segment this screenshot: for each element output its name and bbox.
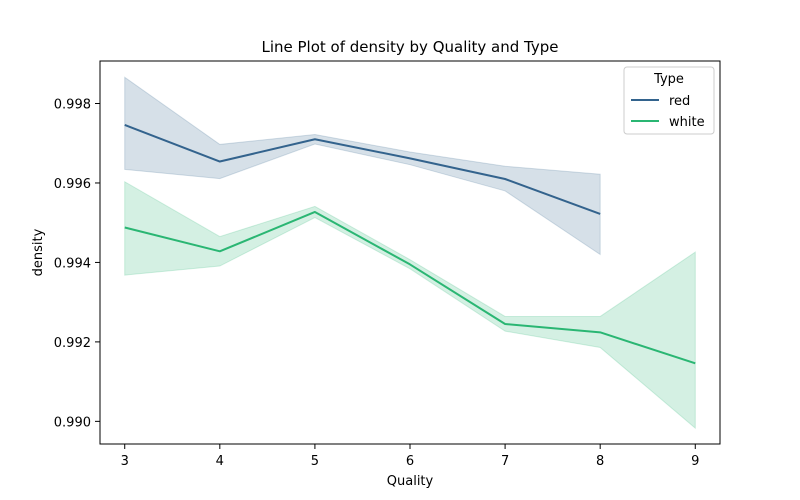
x-tick-label: 9 xyxy=(691,454,699,469)
x-tick-label: 8 xyxy=(596,454,604,469)
y-axis-label: density xyxy=(31,228,46,276)
legend-title: Type xyxy=(653,72,684,87)
y-axis-ticks: 0.990 0.992 0.994 0.996 0.998 xyxy=(54,98,100,430)
chart-title: Line Plot of density by Quality and Type xyxy=(261,38,558,56)
legend: Type red white xyxy=(623,66,715,135)
x-axis-ticks: 3 4 5 6 7 8 9 xyxy=(121,444,699,469)
ci-band-red xyxy=(124,76,601,256)
y-tick-label: 0.996 xyxy=(54,177,91,192)
y-tick-label: 0.994 xyxy=(54,256,91,271)
legend-box xyxy=(623,66,715,135)
x-tick-label: 4 xyxy=(216,454,224,469)
confidence-bands xyxy=(124,76,696,430)
legend-label-white: white xyxy=(669,115,705,130)
x-tick-label: 3 xyxy=(121,454,129,469)
ci-band-white xyxy=(124,180,696,430)
legend-label-red: red xyxy=(669,94,690,109)
x-tick-label: 7 xyxy=(501,454,509,469)
x-tick-label: 5 xyxy=(311,454,319,469)
series-lines xyxy=(124,124,696,365)
y-tick-label: 0.992 xyxy=(54,336,91,351)
x-axis-label: Quality xyxy=(387,474,434,489)
legend-items: red white xyxy=(631,94,705,130)
x-tick-label: 6 xyxy=(406,454,414,469)
series-line-red xyxy=(124,124,601,215)
series-line-white xyxy=(124,210,696,365)
y-tick-label: 0.998 xyxy=(54,98,91,113)
y-tick-label: 0.990 xyxy=(54,415,91,430)
